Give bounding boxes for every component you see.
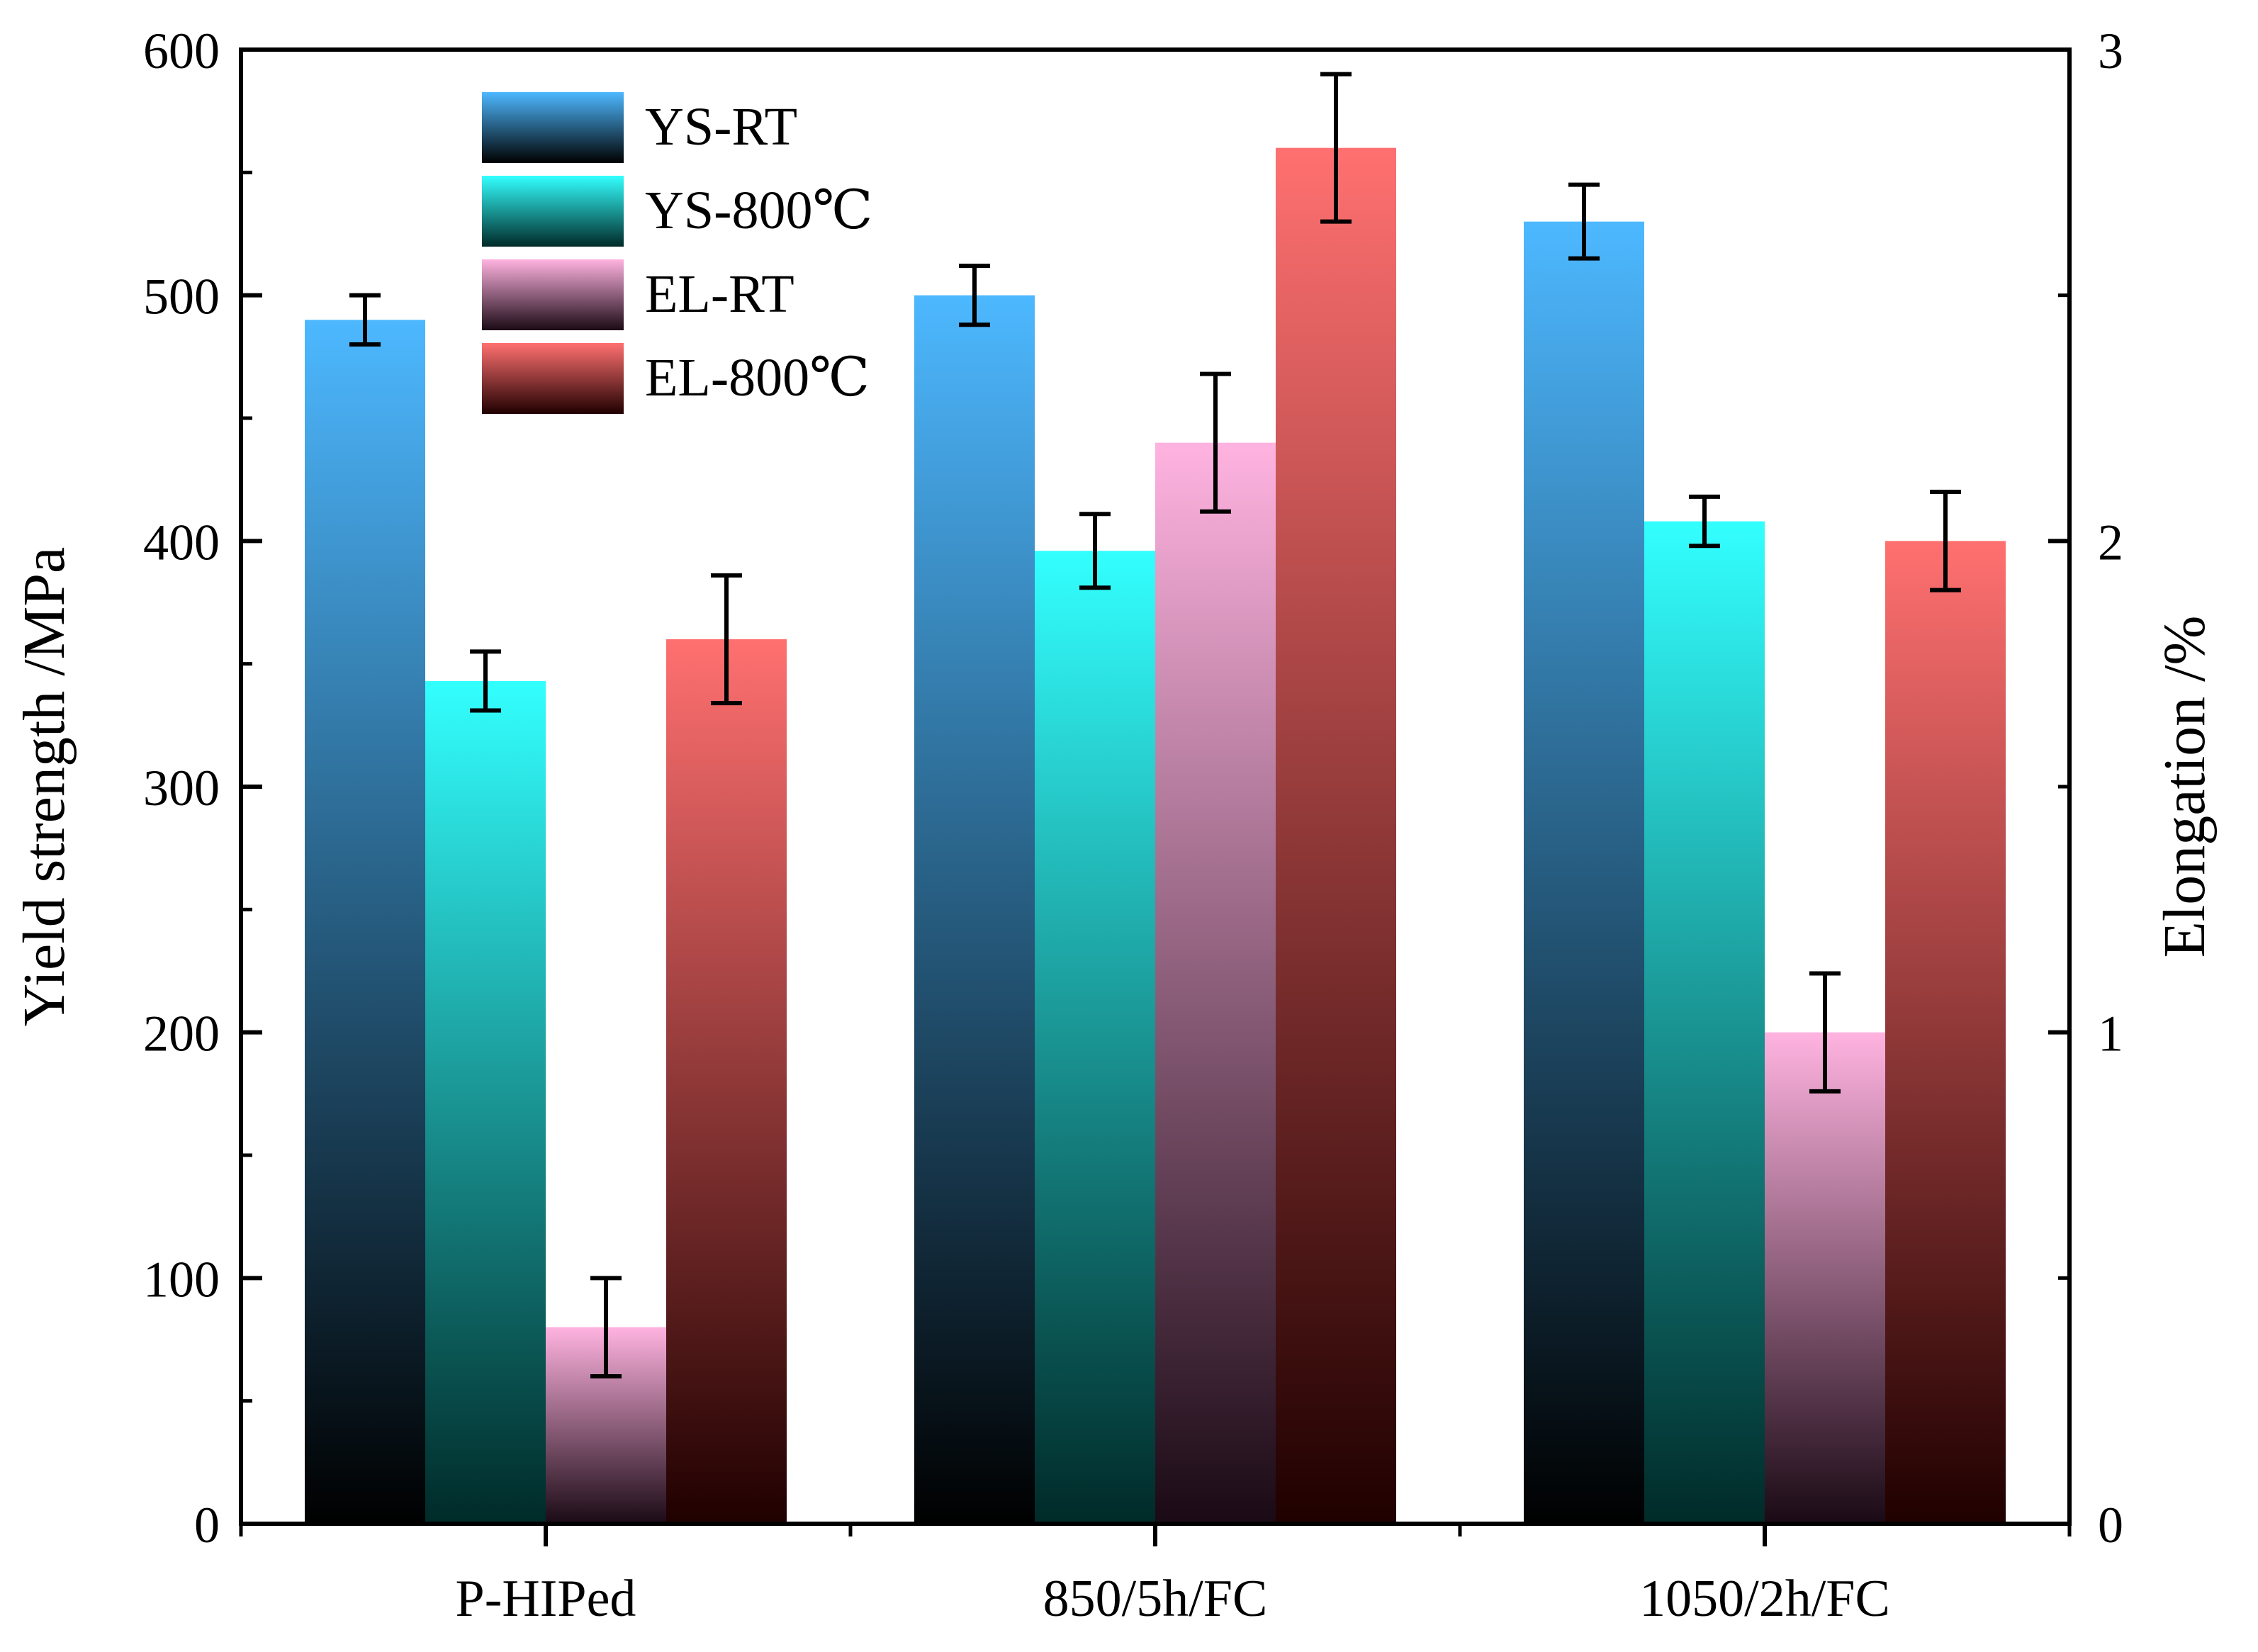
bar-YS-800℃-850/5h/FC [1035,551,1155,1524]
bar-EL-800℃-850/5h/FC [1276,147,1396,1524]
y-left-tick-label: 200 [143,1006,220,1062]
error-bar-EL-800℃-850/5h/FC [1320,72,1352,224]
bar-YS-800℃-P-HIPed [425,680,546,1524]
axes-layer: 0 100 200 300 400 500 600 0 1 2 3 P-HIPed 850/5h/FC 1… [143,23,2123,1628]
error-bar-YS-RT-850/5h/FC [959,264,990,327]
error-bar-EL-800℃-1050/2h/FC [1930,490,1961,592]
legend-swatch-YS-800℃ [482,176,624,247]
y-axis-left-label: Yield strength /MPa [11,547,77,1027]
bar-YS-800℃-1050/2h/FC [1644,521,1765,1524]
y-left-tick-label: 600 [143,23,220,79]
bar-YS-RT-850/5h/FC [914,295,1035,1524]
error-bar-EL-RT-1050/2h/FC [1809,971,1841,1094]
error-bar-YS-800℃-850/5h/FC [1079,512,1111,590]
error-bar-YS-800℃-P-HIPed [470,649,501,713]
legend-swatch-YS-RT [482,92,624,163]
y-axis-right-label: Elongation /% [2152,616,2218,958]
error-bar-YS-RT-1050/2h/FC [1568,182,1600,261]
bar-EL-800℃-1050/2h/FC [1885,541,2006,1524]
x-tick-label: P-HIPed [456,1570,636,1628]
legend-label-YS-800℃: YS-800℃ [645,181,872,240]
bar-YS-RT-1050/2h/FC [1524,221,1644,1524]
y-right-tick-label: 3 [2098,23,2123,79]
bars-layer [305,147,2006,1524]
legend-label-EL-RT: EL-RT [645,264,794,324]
y-right-tick-label: 1 [2098,1006,2123,1062]
y-left-tick-label: 400 [143,514,220,571]
bar-EL-RT-850/5h/FC [1155,442,1276,1524]
legend-swatch-EL-RT [482,259,624,330]
error-bar-YS-800℃-1050/2h/FC [1689,494,1720,549]
bar-EL-800℃-P-HIPed [666,639,787,1524]
bar-YS-RT-P-HIPed [305,320,425,1524]
y-left-tick-label: 0 [194,1497,220,1553]
legend-swatch-EL-800℃ [482,343,624,414]
error-bars-layer [349,72,1961,1378]
bar-EL-RT-1050/2h/FC [1765,1032,1885,1524]
y-right-tick-label: 0 [2098,1497,2123,1553]
x-tick-label: 1050/2h/FC [1639,1570,1890,1628]
error-bar-EL-RT-P-HIPed [590,1276,622,1378]
legend-label-EL-800℃: EL-800℃ [645,348,870,408]
x-tick-label: 850/5h/FC [1043,1570,1268,1628]
y-left-tick-label: 100 [143,1251,220,1308]
y-left-tick-label: 300 [143,760,220,816]
legend: YS-RT YS-800℃ EL-RT EL-800℃ [482,92,872,414]
y-left-tick-label: 500 [143,269,220,325]
error-bar-EL-800℃-P-HIPed [711,573,742,706]
y-right-tick-label: 2 [2098,514,2123,571]
error-bar-YS-RT-P-HIPed [349,293,381,347]
error-bar-EL-RT-850/5h/FC [1200,371,1231,514]
legend-label-YS-RT: YS-RT [645,97,797,157]
